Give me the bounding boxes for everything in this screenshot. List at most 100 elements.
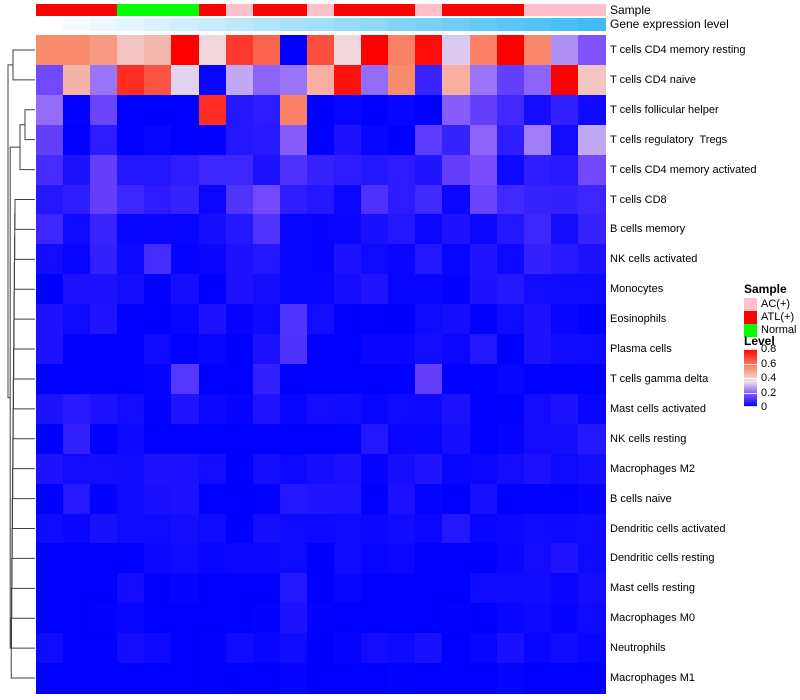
heatmap-cell	[469, 304, 498, 335]
heatmap-cell	[117, 154, 145, 186]
heatmap-cell	[252, 304, 281, 335]
heatmap-cell	[171, 274, 200, 305]
level-legend-gradient-bar	[744, 349, 757, 407]
row-label: Macrophages M1	[610, 672, 695, 685]
heatmap-cell	[550, 274, 579, 305]
heatmap-cell	[469, 35, 498, 66]
heatmap-cell	[171, 393, 200, 425]
heatmap-cell	[117, 663, 145, 694]
heatmap-cell	[306, 513, 335, 545]
level-tick-label: 0.4	[761, 372, 777, 384]
heatmap-cell	[334, 513, 362, 545]
heatmap-cell	[144, 154, 173, 186]
sample-annotation-cell	[63, 4, 91, 16]
heatmap-cell	[279, 573, 308, 604]
heatmap-cell	[36, 184, 64, 216]
heatmap-cell	[144, 304, 173, 335]
heatmap-cell	[117, 274, 145, 305]
heatmap-cell	[577, 94, 606, 126]
heatmap-cell	[496, 244, 525, 275]
heatmap-cell	[442, 603, 471, 634]
heatmap-cell	[469, 663, 498, 694]
sample-annotation-cell	[225, 4, 254, 16]
heatmap-cell	[171, 35, 200, 66]
heatmap-cell	[252, 483, 281, 515]
heatmap-cell	[279, 94, 308, 126]
heatmap-cell	[496, 184, 525, 216]
heatmap-cell	[388, 94, 416, 126]
sample-annotation-cell	[577, 4, 606, 16]
heatmap-cell	[306, 603, 335, 634]
heatmap-cell	[117, 543, 145, 574]
heatmap-cell	[415, 244, 444, 275]
heatmap-cell	[144, 633, 173, 664]
heatmap-cell	[361, 304, 389, 335]
heatmap-cell	[361, 393, 389, 425]
heatmap-cell	[469, 124, 498, 156]
heatmap-cell	[117, 334, 145, 365]
heatmap-cell	[225, 453, 254, 485]
heatmap-cell	[252, 35, 281, 66]
gene-expression-annotation-cell	[90, 17, 118, 31]
heatmap-cell	[334, 244, 362, 275]
heatmap-cell	[198, 573, 227, 604]
heatmap-cell	[361, 513, 389, 545]
heatmap-cell	[523, 35, 552, 66]
heatmap-cell	[198, 124, 227, 156]
heatmap-cell	[36, 35, 64, 66]
heatmap-cell	[117, 35, 145, 66]
heatmap-cell	[415, 64, 444, 96]
heatmap-cell	[117, 184, 145, 216]
heatmap-cell	[63, 214, 91, 245]
heatmap-cell	[252, 573, 281, 604]
heatmap-cell	[361, 184, 389, 216]
row-label: B cells naive	[610, 492, 672, 505]
heatmap-cell	[306, 483, 335, 515]
heatmap-cell	[36, 364, 64, 395]
heatmap-cell	[144, 214, 173, 245]
heatmap-cell	[577, 214, 606, 245]
heatmap-cell	[334, 663, 362, 694]
heatmap-cell	[90, 393, 118, 425]
heatmap-cell	[469, 94, 498, 126]
heatmap-cell	[36, 274, 64, 305]
legend-swatch	[744, 311, 757, 324]
row-label: NK cells activated	[610, 253, 698, 266]
sample-annotation-cell	[306, 4, 335, 16]
heatmap-cell	[252, 633, 281, 664]
gene-expression-annotation-cell	[198, 17, 227, 31]
heatmap-cell	[279, 423, 308, 455]
heatmap-cell	[523, 603, 552, 634]
heatmap-cell	[361, 35, 389, 66]
heatmap-cell	[415, 184, 444, 216]
heatmap-cell	[550, 663, 579, 694]
heatmap-cell	[388, 334, 416, 365]
heatmap-cell	[523, 244, 552, 275]
heatmap-cell	[117, 573, 145, 604]
heatmap-cell	[225, 663, 254, 694]
sample-annotation-cell	[279, 4, 308, 16]
row-label: Macrophages M0	[610, 612, 695, 625]
heatmap-cell	[334, 154, 362, 186]
heatmap-cell	[334, 94, 362, 126]
heatmap-cell	[90, 573, 118, 604]
heatmap-cell	[442, 633, 471, 664]
heatmap-cell	[252, 543, 281, 574]
heatmap-cell	[36, 453, 64, 485]
heatmap-cell	[469, 513, 498, 545]
heatmap-cell	[523, 573, 552, 604]
heatmap-cell	[306, 334, 335, 365]
row-label: T cells CD4 memory activated	[610, 163, 757, 176]
heatmap-cell	[198, 35, 227, 66]
heatmap-cell	[171, 603, 200, 634]
heatmap-cell	[496, 543, 525, 574]
heatmap-cell	[577, 573, 606, 604]
heatmap-cell	[279, 334, 308, 365]
heatmap-cell	[469, 244, 498, 275]
heatmap-cell	[361, 154, 389, 186]
sample-annotation-cell	[90, 4, 118, 16]
heatmap-cell	[577, 304, 606, 335]
heatmap-cell	[361, 633, 389, 664]
heatmap-cell	[90, 64, 118, 96]
heatmap-cell	[442, 35, 471, 66]
